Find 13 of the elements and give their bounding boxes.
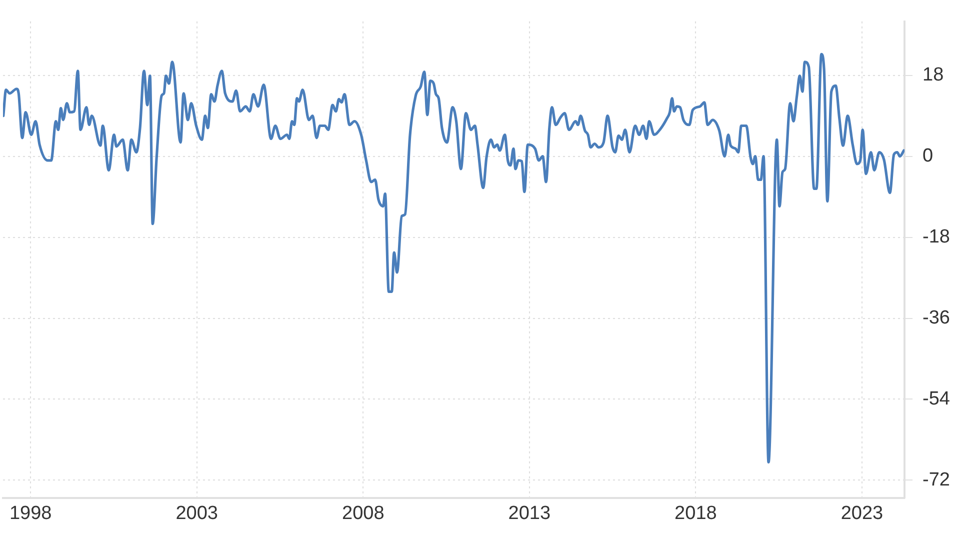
y-tick-label: -54 [922, 388, 950, 410]
y-tick-label: -72 [922, 469, 950, 490]
x-tick-label: 2008 [342, 502, 384, 524]
x-tick-label: 2023 [840, 502, 884, 524]
x-tick-label: 2003 [176, 502, 218, 524]
x-tick-label: 1998 [9, 502, 52, 524]
line-series [3, 52, 905, 464]
y-tick-label: 0 [922, 146, 934, 167]
y-tick-label: -36 [922, 308, 950, 329]
x-tick-label: 2018 [674, 502, 717, 524]
y-tick-label: 18 [922, 64, 944, 86]
y-tick-label: -18 [922, 226, 950, 248]
x-tick-label: 2013 [508, 502, 551, 524]
